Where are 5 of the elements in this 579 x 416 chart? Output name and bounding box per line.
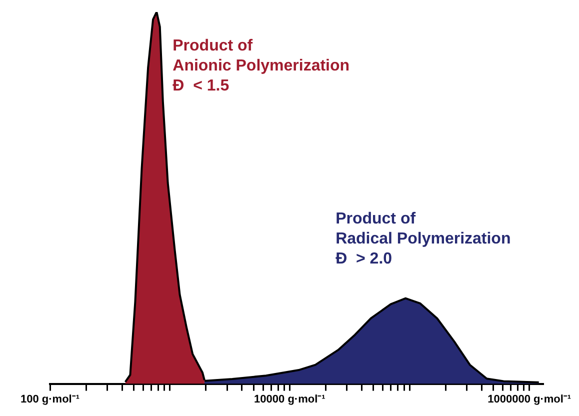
x-tick-label: 100 g·mol⁻¹ [20,393,80,406]
x-tick-label: 10000 g·mol⁻¹ [254,393,326,406]
annotation: Product of Anionic Polymerization Đ < 1.5 [172,37,350,94]
x-tick-label: 1000000 g·mol⁻¹ [488,393,572,406]
annotation: Product of Radical Polymerization Đ > 2.0 [336,210,511,268]
